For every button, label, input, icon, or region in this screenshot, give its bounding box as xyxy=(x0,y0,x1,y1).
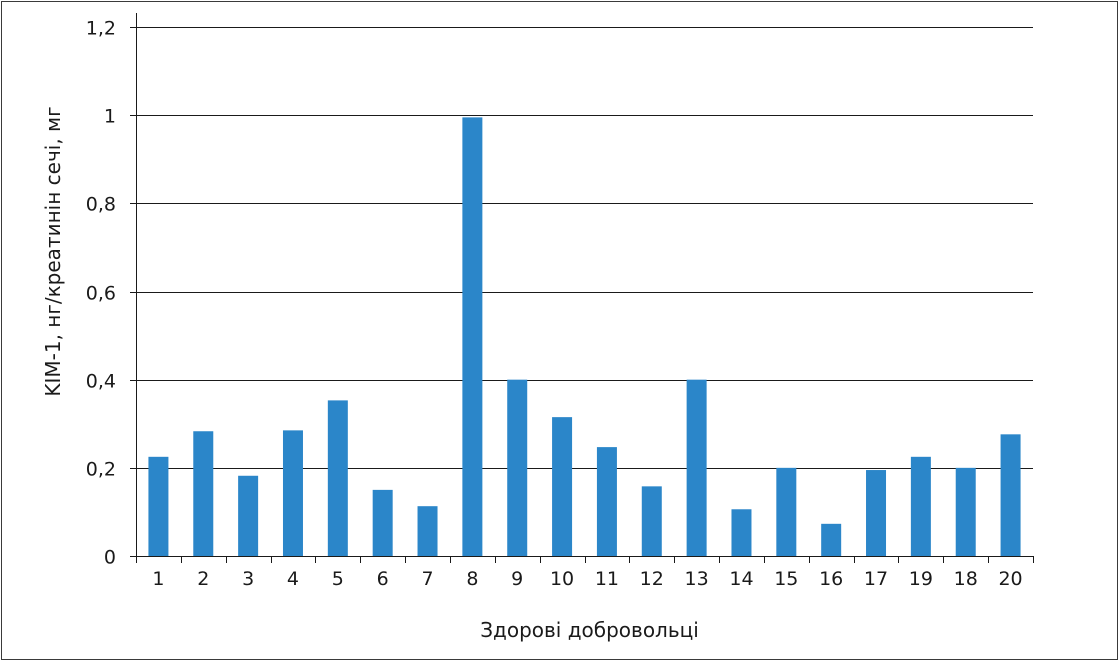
bar xyxy=(238,475,259,556)
bar xyxy=(462,117,483,556)
bar xyxy=(776,467,797,556)
bar xyxy=(641,486,662,556)
x-tick-label: 10 xyxy=(550,568,574,590)
bar xyxy=(910,456,931,556)
bar xyxy=(596,447,617,556)
y-tick-label: 0 xyxy=(104,547,116,569)
x-tick-label: 14 xyxy=(729,568,753,590)
x-tick-labels: 1 2 3 4 5 6 7 8 9 10 11 12 13 14 15 16 17 19 18 20 xyxy=(152,568,1022,590)
y-tick-label: 0,4 xyxy=(86,371,116,393)
x-tick-label: 20 xyxy=(998,568,1022,590)
bar xyxy=(417,506,438,556)
bar xyxy=(327,400,348,556)
bar xyxy=(507,379,528,556)
x-tick-label: 16 xyxy=(819,568,843,590)
axes xyxy=(130,13,1034,563)
y-tick-label: 0,2 xyxy=(86,459,116,481)
x-tick-label: 11 xyxy=(595,568,619,590)
x-tick-label: 4 xyxy=(287,568,299,590)
x-tick-label: 5 xyxy=(332,568,344,590)
x-tick-label: 6 xyxy=(377,568,389,590)
x-tick-label: 15 xyxy=(774,568,798,590)
bar xyxy=(955,467,976,556)
x-tick-label: 7 xyxy=(421,568,433,590)
x-tick-label: 18 xyxy=(954,568,978,590)
bar xyxy=(193,431,214,556)
y-tick-label: 0,8 xyxy=(86,194,116,216)
bar xyxy=(731,509,752,556)
x-tick-label: 13 xyxy=(685,568,709,590)
bar xyxy=(282,430,303,556)
bar xyxy=(866,470,887,556)
y-tick-label: 0,6 xyxy=(86,283,116,305)
y-axis-label: KIM-1, нг/креатинін сечі, мг xyxy=(41,106,65,396)
bar xyxy=(552,417,573,556)
y-tick-labels: 0 0,2 0,4 0,6 0,8 1 1,2 xyxy=(86,18,116,569)
x-tick-label: 3 xyxy=(242,568,254,590)
bar xyxy=(821,523,842,556)
bar xyxy=(148,456,169,556)
x-axis-label: Здорові добровольці xyxy=(480,618,699,642)
x-tick-label: 12 xyxy=(640,568,664,590)
x-tick-label: 1 xyxy=(152,568,164,590)
x-tick-label: 2 xyxy=(197,568,209,590)
bar xyxy=(686,379,707,556)
x-tick-label: 9 xyxy=(511,568,523,590)
bar xyxy=(1000,434,1021,556)
bars xyxy=(148,117,1021,556)
gridlines xyxy=(136,27,1033,469)
y-tick-label: 1,2 xyxy=(86,18,116,40)
x-tick-label: 8 xyxy=(466,568,478,590)
x-tick-label: 17 xyxy=(864,568,888,590)
y-tick-label: 1 xyxy=(104,106,116,128)
x-tick-label: 19 xyxy=(909,568,933,590)
bar xyxy=(372,489,393,556)
